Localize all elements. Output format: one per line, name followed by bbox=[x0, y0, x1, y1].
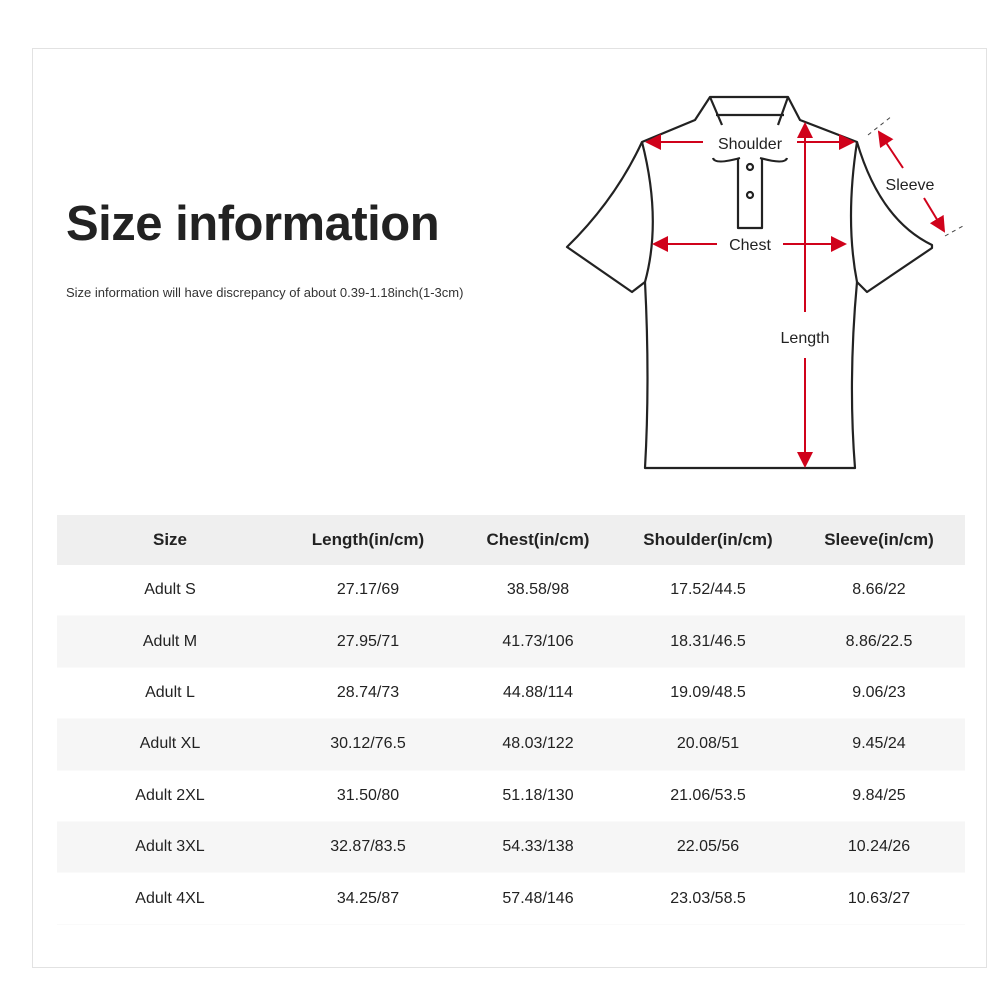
sleeve-arrow-up bbox=[877, 130, 904, 169]
cell-chest: 41.73/106 bbox=[453, 615, 623, 668]
cell-shoulder: 23.03/58.5 bbox=[623, 872, 793, 925]
sleeve-arrow-down bbox=[923, 197, 946, 233]
header-chest: Chest(in/cm) bbox=[453, 515, 623, 565]
cell-chest: 38.58/98 bbox=[453, 565, 623, 617]
sleeve-label: Sleeve bbox=[886, 177, 935, 194]
cell-length: 31.50/80 bbox=[283, 770, 453, 822]
size-table: Size Length(in/cm) Chest(in/cm) Shoulder… bbox=[57, 515, 965, 925]
table-header-row: Size Length(in/cm) Chest(in/cm) Shoulder… bbox=[57, 515, 965, 565]
cell-size: Adult S bbox=[57, 565, 283, 617]
cell-chest: 44.88/114 bbox=[453, 667, 623, 720]
cell-sleeve: 10.24/26 bbox=[793, 821, 965, 874]
cell-sleeve: 8.66/22 bbox=[793, 565, 965, 617]
cell-shoulder: 17.52/44.5 bbox=[623, 565, 793, 617]
cell-shoulder: 18.31/46.5 bbox=[623, 615, 793, 668]
cell-chest: 51.18/130 bbox=[453, 770, 623, 822]
cell-sleeve: 8.86/22.5 bbox=[793, 615, 965, 668]
cell-size: Adult 4XL bbox=[57, 872, 283, 925]
header-sleeve: Sleeve(in/cm) bbox=[793, 515, 965, 565]
cell-chest: 54.33/138 bbox=[453, 821, 623, 874]
cell-shoulder: 22.05/56 bbox=[623, 821, 793, 874]
cell-length: 32.87/83.5 bbox=[283, 821, 453, 874]
shirt-outline bbox=[565, 95, 934, 470]
cell-length: 30.12/76.5 bbox=[283, 718, 453, 771]
header-shoulder: Shoulder(in/cm) bbox=[623, 515, 793, 565]
table-row: Adult S 27.17/69 38.58/98 17.52/44.5 8.66/22 bbox=[57, 565, 965, 617]
chest-label: Chest bbox=[729, 237, 771, 254]
cell-sleeve: 9.45/24 bbox=[793, 718, 965, 771]
cell-sleeve: 9.06/23 bbox=[793, 667, 965, 720]
table-row: Adult 2XL 31.50/80 51.18/130 21.06/53.5 9.84… bbox=[57, 770, 965, 822]
cell-size: Adult XL bbox=[57, 718, 283, 771]
cell-length: 27.17/69 bbox=[283, 565, 453, 617]
length-label: Length bbox=[781, 330, 830, 347]
header-length: Length(in/cm) bbox=[283, 515, 453, 565]
table-row: Adult 3XL 32.87/83.5 54.33/138 22.05/56 10.2… bbox=[57, 821, 965, 874]
cell-size: Adult M bbox=[57, 615, 283, 668]
cell-shoulder: 19.09/48.5 bbox=[623, 667, 793, 720]
cell-shoulder: 21.06/53.5 bbox=[623, 770, 793, 822]
cell-length: 27.95/71 bbox=[283, 615, 453, 668]
header-size: Size bbox=[57, 515, 283, 565]
table-row: Adult 4XL 34.25/87 57.48/146 23.03/58.5 10.6… bbox=[57, 872, 965, 925]
cell-shoulder: 20.08/51 bbox=[623, 718, 793, 771]
cell-sleeve: 9.84/25 bbox=[793, 770, 965, 822]
cell-sleeve: 10.63/27 bbox=[793, 872, 965, 925]
sleeve-guides bbox=[867, 115, 964, 237]
cell-length: 34.25/87 bbox=[283, 872, 453, 925]
discrepancy-note: Size information will have discrepancy o… bbox=[66, 285, 464, 300]
size-info-card bbox=[32, 48, 987, 968]
cell-size: Adult 2XL bbox=[57, 770, 283, 822]
table-row: Adult M 27.95/71 41.73/106 18.31/46.5 8.86/2… bbox=[57, 615, 965, 668]
cell-length: 28.74/73 bbox=[283, 667, 453, 720]
table-row: Adult L 28.74/73 44.88/114 19.09/48.5 9.06/2… bbox=[57, 667, 965, 720]
shoulder-label: Shoulder bbox=[718, 136, 783, 153]
polo-shirt-diagram: Shoulder Sleeve Chest Length bbox=[565, 95, 964, 470]
table-row: Adult XL 30.12/76.5 48.03/122 20.08/51 9.45/… bbox=[57, 718, 965, 771]
cell-size: Adult 3XL bbox=[57, 821, 283, 874]
cell-chest: 57.48/146 bbox=[453, 872, 623, 925]
cell-size: Adult L bbox=[57, 667, 283, 720]
measurement-arrows bbox=[645, 122, 946, 468]
cell-chest: 48.03/122 bbox=[453, 718, 623, 771]
page-title: Size information bbox=[66, 197, 440, 251]
